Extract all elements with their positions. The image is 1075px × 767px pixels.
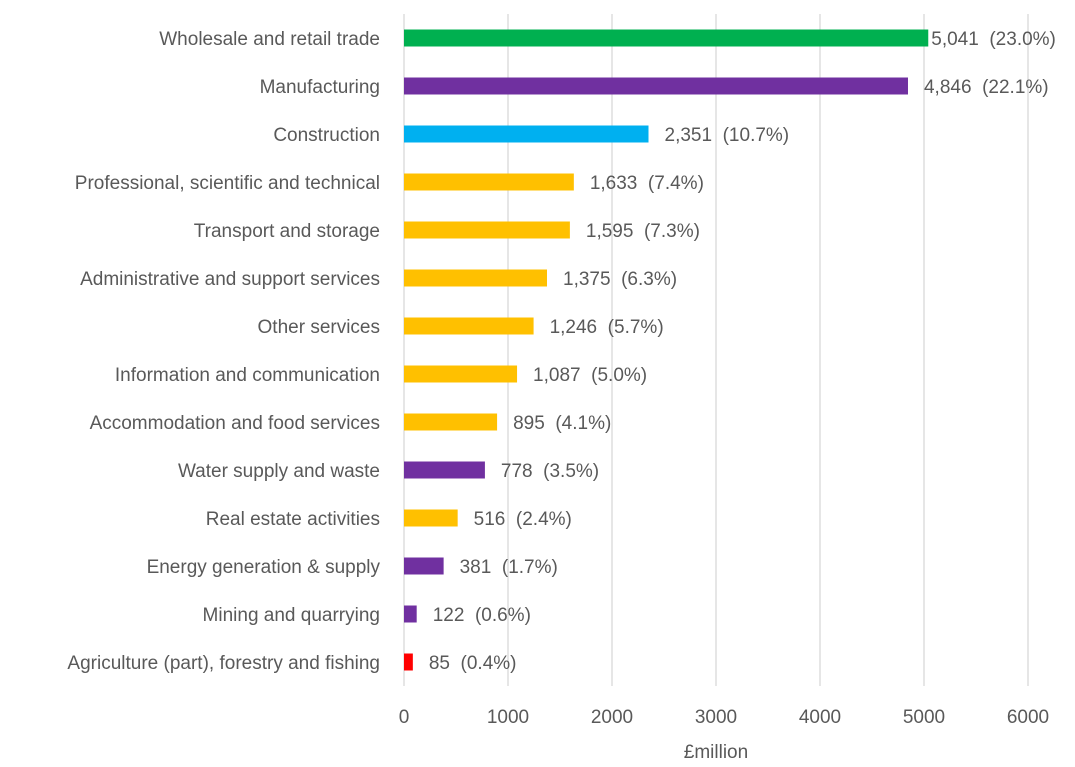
data-label: 1,375 (6.3%) (563, 269, 677, 290)
data-label: 1,633 (7.4%) (590, 173, 704, 194)
y-tick-label: Agriculture (part), forestry and fishing (67, 653, 380, 674)
data-label: 1,087 (5.0%) (533, 365, 647, 386)
x-tick-label: 6000 (1007, 707, 1049, 728)
bar (404, 653, 413, 671)
data-label: 1,595 (7.3%) (586, 221, 700, 242)
y-tick-label: Accommodation and food services (90, 413, 380, 434)
y-tick-label: Water supply and waste (178, 461, 380, 482)
data-label: 4,846 (22.1%) (924, 77, 1049, 98)
y-tick-label: Construction (273, 125, 380, 146)
x-tick-label: 3000 (695, 707, 737, 728)
data-label: 895 (4.1%) (513, 413, 611, 434)
bar (404, 461, 485, 479)
y-tick-label: Information and communication (115, 365, 380, 386)
y-tick-label: Professional, scientific and technical (75, 173, 380, 194)
bar (404, 125, 649, 143)
y-tick-label: Mining and quarrying (203, 605, 380, 626)
bar (404, 605, 417, 623)
y-tick-label: Real estate activities (206, 509, 380, 530)
y-tick-label: Wholesale and retail trade (159, 29, 380, 50)
bar (404, 269, 547, 287)
data-label: 85 (0.4%) (429, 653, 517, 674)
bar (404, 365, 518, 383)
y-tick-label: Manufacturing (260, 77, 380, 98)
bar (404, 557, 444, 575)
bar (404, 317, 534, 335)
x-tick-label: 5000 (903, 707, 945, 728)
data-label: 5,041 (23.0%) (931, 29, 1056, 50)
bar (404, 509, 458, 527)
data-label: 778 (3.5%) (501, 461, 599, 482)
y-tick-label: Transport and storage (194, 221, 380, 242)
data-label: 381 (1.7%) (460, 557, 558, 578)
bar (404, 221, 570, 239)
y-tick-label: Administrative and support services (80, 269, 380, 290)
bar (404, 77, 908, 95)
x-tick-label: 2000 (591, 707, 633, 728)
x-tick-label: 0 (399, 707, 410, 728)
data-label: 516 (2.4%) (474, 509, 572, 530)
bar (404, 29, 929, 47)
x-tick-label: 1000 (487, 707, 529, 728)
x-axis-label: £million (684, 742, 748, 763)
bar (404, 173, 574, 191)
y-tick-label: Energy generation & supply (147, 557, 381, 578)
x-tick-label: 4000 (799, 707, 841, 728)
data-label: 122 (0.6%) (433, 605, 531, 626)
bar (404, 413, 498, 431)
data-label: 1,246 (5.7%) (550, 317, 664, 338)
y-tick-label: Other services (258, 317, 380, 338)
data-label: 2,351 (10.7%) (665, 125, 790, 146)
